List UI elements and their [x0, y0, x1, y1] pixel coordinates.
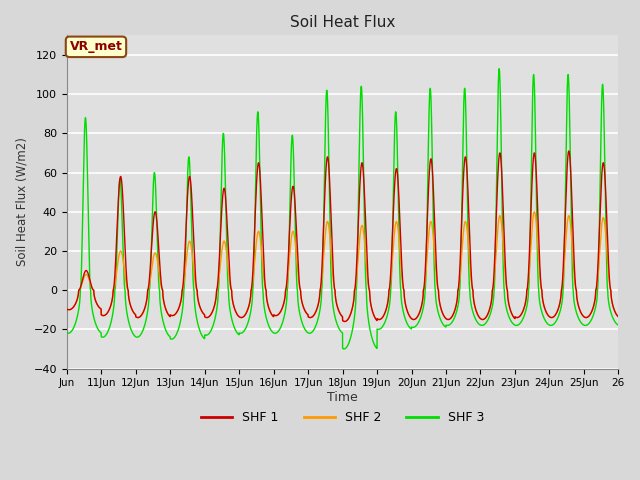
SHF 1: [341, 319, 349, 324]
SHF 2: [494, 224, 502, 230]
SHF 1: [521, 302, 529, 308]
SHF 2: [63, 306, 70, 312]
Y-axis label: Soil Heat Flux (W/m2): Soil Heat Flux (W/m2): [15, 137, 28, 266]
SHF 2: [531, 209, 538, 215]
SHF 3: [614, 322, 622, 328]
Line: SHF 2: SHF 2: [67, 212, 618, 322]
SHF 1: [63, 306, 70, 312]
SHF 2: [177, 297, 185, 303]
SHF 1: [364, 256, 371, 262]
SHF 3: [340, 346, 348, 352]
SHF 3: [536, 297, 543, 302]
Line: SHF 1: SHF 1: [67, 151, 618, 322]
Legend: SHF 1, SHF 2, SHF 3: SHF 1, SHF 2, SHF 3: [196, 406, 489, 429]
Title: Soil Heat Flux: Soil Heat Flux: [290, 15, 396, 30]
SHF 2: [536, 267, 543, 273]
SHF 1: [536, 249, 543, 254]
SHF 3: [494, 95, 502, 101]
SHF 3: [364, 304, 371, 310]
Line: SHF 3: SHF 3: [67, 69, 618, 349]
SHF 1: [177, 297, 185, 303]
SHF 1: [614, 314, 622, 320]
SHF 3: [393, 122, 401, 128]
SHF 2: [521, 302, 529, 308]
SHF 1: [494, 171, 502, 177]
SHF 2: [364, 272, 371, 277]
Text: VR_met: VR_met: [70, 40, 122, 53]
SHF 2: [393, 219, 401, 225]
SHF 2: [614, 314, 622, 320]
SHF 1: [565, 148, 573, 154]
SHF 2: [341, 319, 349, 324]
SHF 3: [177, 315, 185, 321]
SHF 3: [521, 310, 529, 316]
SHF 3: [495, 66, 503, 72]
SHF 3: [63, 330, 70, 336]
SHF 1: [393, 166, 401, 172]
X-axis label: Time: Time: [327, 391, 358, 404]
